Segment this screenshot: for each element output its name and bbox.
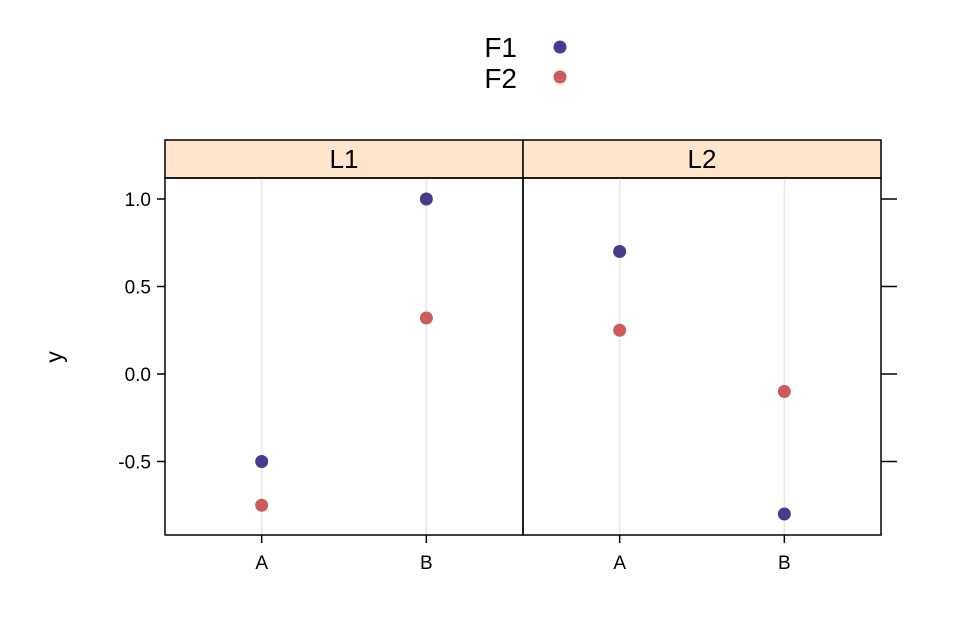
legend-label-f2: F2 <box>484 63 517 94</box>
point-f1-l2-b <box>777 507 791 521</box>
legend-marker-f2 <box>553 70 567 84</box>
point-f1-l1-a <box>255 455 269 468</box>
point-f2-l2-b <box>777 385 791 398</box>
x-tick-label-l1-a: A <box>255 553 268 574</box>
plot-panels: L1 A B L2 A B 1.0 0.5 0.0 -0.5 <box>118 139 897 574</box>
strip-l1 <box>164 139 524 179</box>
legend: F1 F2 <box>484 32 567 94</box>
panel-frame-l1 <box>164 177 524 536</box>
y-tick-label-2: 0.0 <box>125 365 151 386</box>
y-tick-label-1: 0.5 <box>125 278 151 299</box>
y-tick-label-3: -0.5 <box>118 453 151 474</box>
legend-label-f1: F1 <box>484 32 517 63</box>
point-f1-l1-b <box>419 192 433 206</box>
panel-frame-l2 <box>522 177 882 536</box>
y-axis-label: y <box>41 351 67 363</box>
strip-label-l2: L2 <box>688 144 717 174</box>
legend-marker-f1 <box>553 40 567 54</box>
strip-label-l1: L1 <box>330 144 359 174</box>
x-tick-label-l1-b: B <box>420 553 433 574</box>
point-f2-l1-a <box>255 498 269 512</box>
point-f2-l1-b <box>419 311 433 325</box>
x-tick-label-l2-a: A <box>613 553 626 574</box>
point-f1-l2-a <box>613 245 627 258</box>
y-tick-label-0: 1.0 <box>125 190 151 211</box>
x-tick-label-l2-b: B <box>778 553 791 574</box>
point-f2-l2-a <box>613 323 627 337</box>
